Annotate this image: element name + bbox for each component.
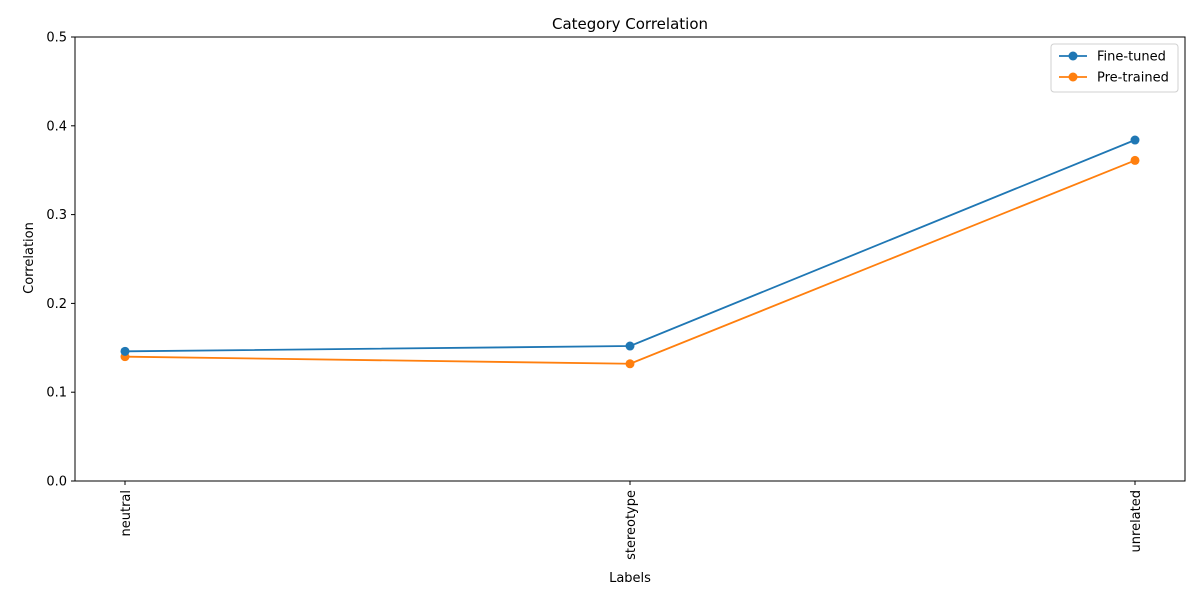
y-tick-label: 0.0 bbox=[46, 475, 67, 490]
data-point-fine-tuned-stereotype bbox=[625, 341, 635, 351]
y-axis-label: Correlation bbox=[22, 222, 37, 294]
legend-marker-pre-trained bbox=[1068, 72, 1078, 82]
x-axis-label: Labels bbox=[609, 571, 651, 586]
data-point-pre-trained-stereotype bbox=[625, 359, 635, 369]
legend-marker-fine-tuned bbox=[1068, 51, 1078, 61]
legend-label-pre-trained: Pre-trained bbox=[1097, 71, 1169, 86]
series-line-pre-trained bbox=[124, 159, 1136, 365]
y-tick-label: 0.1 bbox=[46, 386, 67, 401]
y-tick-label: 0.5 bbox=[46, 31, 67, 46]
y-tick-label: 0.3 bbox=[46, 208, 67, 223]
y-tick-label: 0.4 bbox=[46, 119, 67, 134]
data-point-fine-tuned-neutral bbox=[120, 346, 130, 356]
series-line-fine-tuned bbox=[124, 139, 1136, 353]
x-tick-label-neutral: neutral bbox=[119, 490, 134, 537]
y-tick-label: 0.2 bbox=[46, 297, 67, 312]
chart-title: Category Correlation bbox=[552, 15, 708, 33]
plot-frame bbox=[74, 36, 1186, 482]
plot-area: 0.0 0.1 0.2 0.3 0.4 0.5 neutral stereotype unrel… bbox=[46, 31, 1186, 560]
data-point-fine-tuned-unrelated bbox=[1130, 135, 1140, 145]
x-tick-label-stereotype: stereotype bbox=[624, 490, 639, 560]
legend: Fine-tuned Pre-trained bbox=[1050, 43, 1179, 93]
x-tick-label-unrelated: unrelated bbox=[1129, 490, 1144, 552]
legend-label-fine-tuned: Fine-tuned bbox=[1097, 50, 1166, 65]
data-point-pre-trained-unrelated bbox=[1130, 155, 1140, 165]
